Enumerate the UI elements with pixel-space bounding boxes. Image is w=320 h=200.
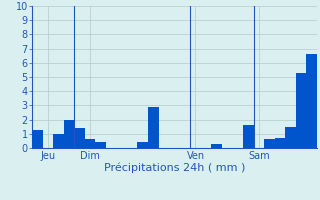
Bar [138, 142, 148, 148]
Bar [148, 107, 159, 148]
Bar [85, 139, 95, 148]
Bar [95, 142, 106, 148]
Bar [211, 144, 222, 148]
Bar [306, 54, 317, 148]
Bar [32, 130, 43, 148]
Bar [296, 73, 306, 148]
X-axis label: Précipitations 24h ( mm ): Précipitations 24h ( mm ) [104, 162, 245, 173]
Bar [74, 128, 85, 148]
Bar [53, 134, 64, 148]
Bar [275, 138, 285, 148]
Bar [264, 139, 275, 148]
Bar [285, 127, 296, 148]
Bar [243, 125, 253, 148]
Bar [64, 120, 74, 148]
